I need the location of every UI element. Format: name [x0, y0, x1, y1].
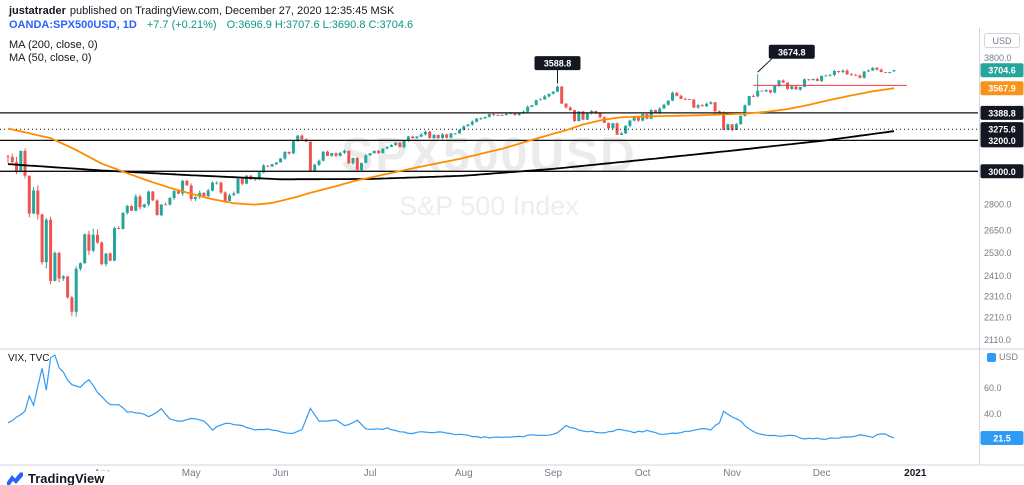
tradingview-logo-icon	[7, 472, 23, 485]
svg-text:May: May	[182, 468, 201, 479]
svg-text:3588.8: 3588.8	[544, 59, 572, 69]
svg-text:3800.0: 3800.0	[984, 53, 1012, 63]
svg-text:2310.0: 2310.0	[984, 291, 1012, 301]
svg-text:Aug: Aug	[455, 468, 473, 479]
svg-text:3275.6: 3275.6	[988, 125, 1016, 135]
vix-pane-legend: VIX, TVC	[8, 353, 50, 364]
svg-text:3567.9: 3567.9	[988, 84, 1016, 94]
svg-text:3200.0: 3200.0	[988, 136, 1016, 146]
author-name: justatrader	[9, 5, 66, 17]
svg-text:2410.0: 2410.0	[984, 271, 1012, 281]
vix-currency-label: USD	[999, 352, 1019, 362]
vix-currency: USD	[987, 352, 1018, 362]
svg-text:2800.0: 2800.0	[984, 199, 1012, 209]
publish-info: published on TradingView.com, December 2…	[69, 5, 395, 17]
svg-text:2210.0: 2210.0	[984, 313, 1012, 323]
svg-text:3388.8: 3388.8	[988, 108, 1016, 118]
svg-text:2530.0: 2530.0	[984, 248, 1012, 258]
svg-text:3000.0: 3000.0	[988, 167, 1016, 177]
svg-text:2650.0: 2650.0	[984, 226, 1012, 236]
ma50-legend: MA (50, close, 0)	[9, 52, 92, 64]
svg-text:60.0: 60.0	[984, 383, 1002, 393]
svg-text:40.0: 40.0	[984, 409, 1002, 419]
ma200-legend: MA (200, close, 0)	[9, 39, 98, 51]
tradingview-logo-text: TradingView	[28, 471, 105, 485]
svg-text:Nov: Nov	[723, 468, 741, 479]
currency-chip: USD	[984, 33, 1020, 48]
tradingview-logo[interactable]: TradingView	[7, 471, 109, 485]
price-change: +7.7 (+0.21%)	[146, 19, 217, 31]
svg-text:Jul: Jul	[364, 468, 377, 479]
exchange-icon	[987, 352, 996, 362]
ohlc-readout: O:3696.9 H:3707.6 L:3690.8 C:3704.6	[226, 19, 414, 31]
svg-text:2110.0: 2110.0	[984, 335, 1011, 345]
svg-text:3674.8: 3674.8	[778, 47, 806, 57]
svg-text:Dec: Dec	[813, 468, 831, 479]
svg-text:3704.6: 3704.6	[988, 66, 1016, 76]
svg-text:2021: 2021	[904, 468, 927, 479]
svg-text:Jun: Jun	[273, 468, 289, 479]
symbol-line: OANDA:SPX500USD, 1D +7.7 (+0.21%) O:3696…	[9, 19, 413, 31]
publish-header: justatrader published on TradingView.com,…	[9, 5, 394, 17]
symbol-title: OANDA:SPX500USD, 1D	[9, 19, 137, 31]
svg-text:21.5: 21.5	[993, 434, 1011, 444]
svg-text:Sep: Sep	[544, 468, 562, 479]
svg-text:Oct: Oct	[635, 468, 651, 479]
